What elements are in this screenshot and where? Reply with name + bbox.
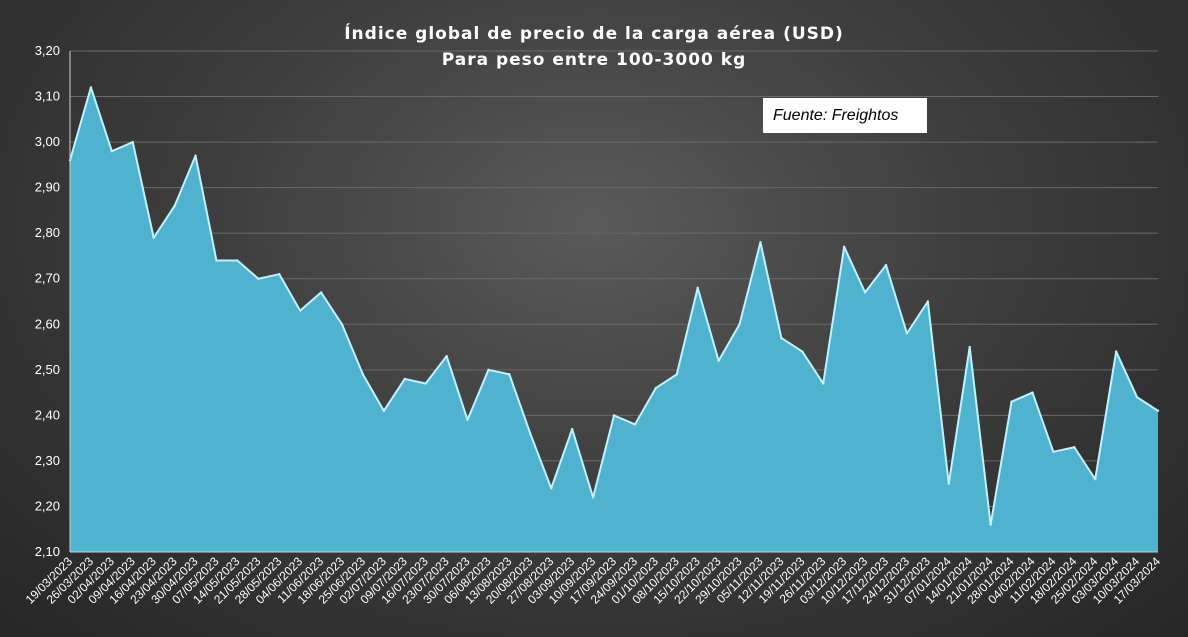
data-point [1073,446,1076,449]
data-point [445,354,448,358]
data-point [633,423,637,426]
data-point [194,154,197,157]
data-point [215,259,218,262]
data-point [319,291,323,294]
y-tick-label: 2,60 [35,316,60,331]
data-point [926,300,930,303]
data-point [1135,395,1139,399]
area-fill [70,87,1158,552]
data-point [89,86,93,89]
data-point [466,418,469,422]
data-point [487,368,490,372]
data-point [1156,409,1160,413]
data-point [822,382,825,385]
data-point [842,245,846,249]
y-tick-label: 2,80 [35,225,60,240]
y-tick-label: 3,10 [35,89,60,104]
data-point [947,482,950,485]
y-tick-label: 2,70 [35,271,60,286]
data-point [612,414,616,417]
x-tick-labels: 19/03/202326/03/202302/04/202309/04/2023… [23,554,1164,607]
data-point [236,259,239,262]
data-point [738,323,741,326]
data-point [1010,400,1013,403]
area-series [68,86,1160,552]
data-point [424,382,427,385]
data-point [110,150,114,153]
data-point [1114,350,1118,353]
y-tick-label: 3,00 [35,134,60,149]
y-tick-label: 2,40 [35,407,60,422]
axes [69,51,1158,553]
data-point [529,432,532,435]
data-point [780,336,783,340]
data-point [257,277,260,280]
data-point [759,241,762,244]
data-point [298,309,302,312]
data-point [989,523,992,526]
data-point [884,263,888,267]
y-tick-labels: 2,10 2,20 2,30 2,40 2,50 2,60 2,70 2,80 2,90 3,00… [35,43,60,559]
data-point [654,386,658,390]
data-point [1094,477,1097,481]
data-point [152,236,155,239]
data-point [361,373,365,376]
data-point [1052,450,1055,453]
y-tick-label: 2,30 [35,453,60,468]
chart-title: Índice global de precio de la carga aére… [344,24,844,44]
data-point [340,323,344,326]
y-tick-label: 2,20 [35,498,60,513]
data-point [696,286,699,290]
data-point [591,496,595,499]
data-point [717,359,720,362]
data-point [905,332,909,335]
y-tick-label: 2,50 [35,362,60,377]
chart-subtitle: Para peso entre 100-3000 kg [441,50,747,70]
data-point [570,427,574,431]
data-point [403,377,406,381]
data-point [173,204,176,208]
y-tick-label: 3,20 [35,43,60,58]
y-tick-label: 2,10 [35,544,60,559]
data-point [675,373,678,376]
data-point [550,487,553,490]
data-point [278,272,281,276]
data-point [1031,391,1034,394]
y-tick-label: 2,90 [35,180,60,195]
data-point [968,345,971,349]
data-point [863,291,867,294]
data-point [131,140,134,144]
source-annotation: Fuente: Freightos [763,98,927,133]
data-point [382,409,386,413]
data-point [508,373,511,376]
data-point [801,350,804,353]
